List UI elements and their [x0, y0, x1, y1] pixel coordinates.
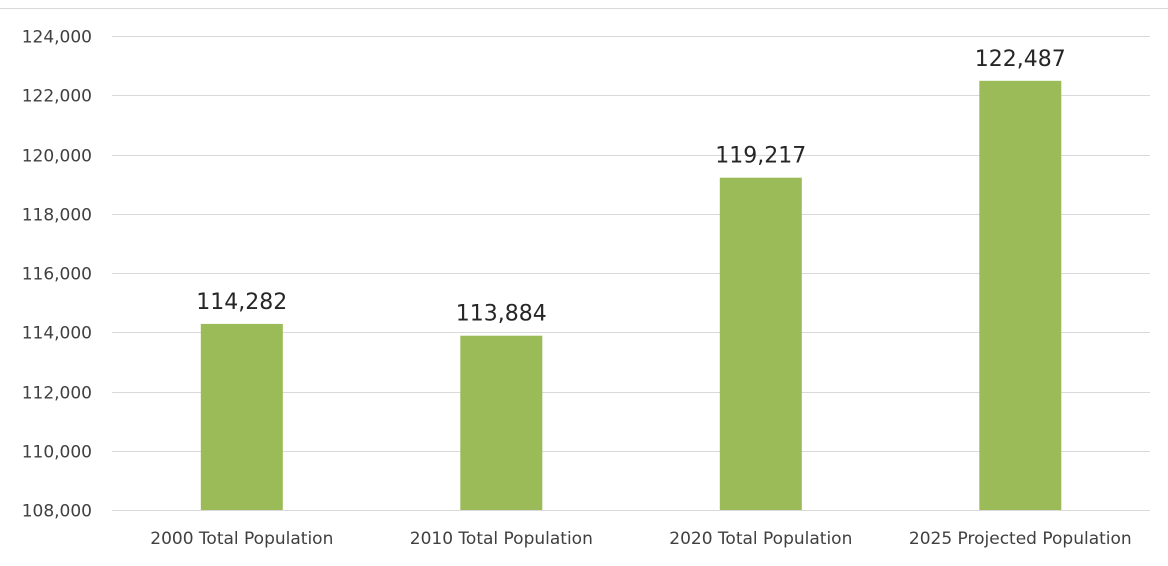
y-tick-label: 112,000 [22, 384, 92, 404]
top-divider [0, 8, 1168, 9]
bar-3 [979, 80, 1062, 511]
data-label-3: 122,487 [975, 47, 1066, 72]
category-label-2: 2020 Total Population [669, 529, 852, 549]
y-tick-label: 122,000 [22, 87, 92, 107]
y-tick-label: 124,000 [22, 28, 92, 48]
y-tick-label: 116,000 [22, 265, 92, 285]
y-tick-label: 118,000 [22, 206, 92, 226]
bar-1 [460, 335, 543, 510]
y-tick-label: 120,000 [22, 147, 92, 167]
gridlines [112, 36, 1150, 511]
data-label-2: 119,217 [715, 144, 806, 169]
x-axis-category-labels: 2000 Total Population 2010 Total Populati… [150, 529, 1131, 549]
data-label-1: 113,884 [456, 302, 547, 327]
data-label-0: 114,282 [196, 290, 287, 315]
category-label-1: 2010 Total Population [410, 529, 593, 549]
y-tick-label: 110,000 [22, 443, 92, 463]
bar-0 [200, 323, 283, 510]
bar-2 [719, 177, 802, 510]
data-labels: 114,282 113,884 119,217 122,487 [196, 47, 1065, 327]
y-tick-label: 108,000 [22, 502, 92, 522]
category-label-3: 2025 Projected Population [909, 529, 1132, 549]
bars [200, 80, 1062, 511]
y-tick-label: 114,000 [22, 324, 92, 344]
y-axis-tick-labels: 108,000 110,000 112,000 114,000 116,000 118,0… [22, 28, 92, 522]
category-label-0: 2000 Total Population [150, 529, 333, 549]
